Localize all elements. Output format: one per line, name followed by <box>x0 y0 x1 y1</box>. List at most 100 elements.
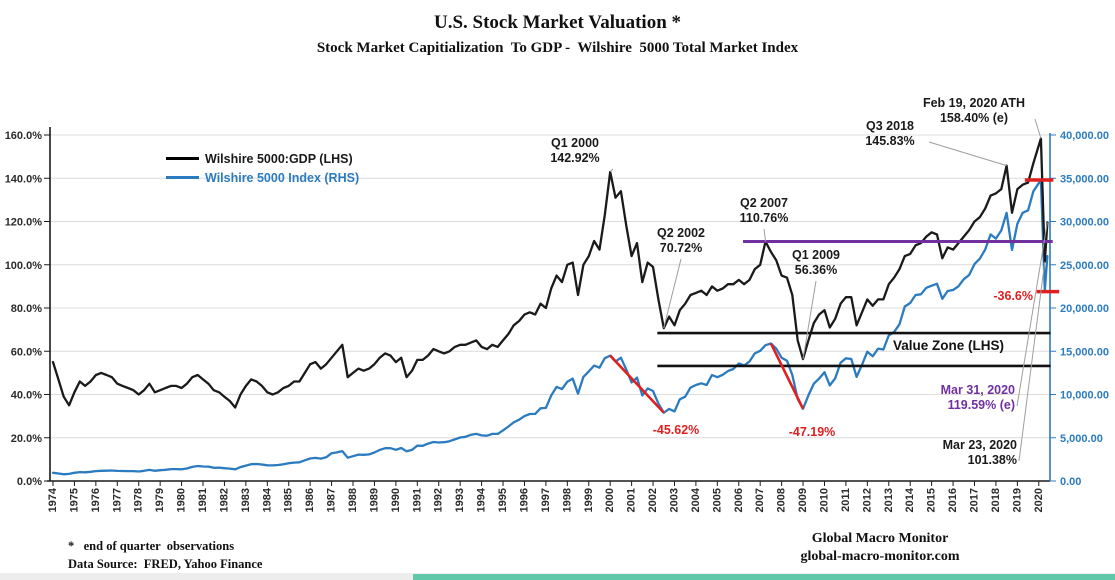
x-axis-year-label: 1995 <box>497 488 509 512</box>
x-axis-year-label: 2007 <box>754 488 766 512</box>
x-axis-year-label: 1998 <box>561 488 573 512</box>
x-axis-year-label: 1997 <box>540 488 552 512</box>
annotation-line: -47.19% <box>788 425 836 439</box>
x-axis-year-label: 2002 <box>647 488 659 512</box>
x-axis-year-label: 1977 <box>111 488 123 512</box>
x-axis-year-label: 2001 <box>626 488 638 512</box>
annotation-line: Mar 31, 2020 <box>940 383 1015 397</box>
leader-line-mar-23-2020 <box>1018 261 1046 462</box>
brand-url: global-macro-monitor.com <box>800 549 960 564</box>
y-axis-left-tick-label: 80.0% <box>11 303 42 315</box>
x-axis-year-label: 2011 <box>840 488 852 512</box>
wilshire-gdp-line <box>51 137 1049 409</box>
footnote-data-source: Data Source: FRED, Yahoo Finance <box>68 557 263 571</box>
x-axis-year-label: 2010 <box>818 488 830 512</box>
annotation-line: 110.76% <box>739 211 789 225</box>
x-axis-year-label: 1996 <box>518 488 530 512</box>
leader-line-q3-2018 <box>928 141 1007 167</box>
legend: Wilshire 5000:GDP (LHS) Wilshire 5000 In… <box>166 149 359 187</box>
y-axis-right-tick-label: 30,000.00 <box>1060 217 1109 229</box>
x-axis-year-label: 2004 <box>690 487 702 512</box>
leader-line-q1-2009 <box>802 280 817 360</box>
x-axis-year-label: 1991 <box>411 488 423 512</box>
x-axis-year-label: 2003 <box>668 488 680 512</box>
annotation-q2-2002: Q2 2002 70.72% <box>646 226 716 256</box>
x-axis-year-label: 2018 <box>990 488 1002 512</box>
x-axis-year-label: 1989 <box>368 488 380 512</box>
x-axis-year-label: 2005 <box>711 488 723 512</box>
footnote-end-of-quarter: * end of quarter observations <box>68 539 235 553</box>
y-axis-right-tick-label: 25,000.00 <box>1060 260 1109 272</box>
y-axis-left-tick-label: 40.0% <box>11 390 42 402</box>
y-axis-left-tick-label: 140.0% <box>5 173 43 185</box>
annotation-line: Q2 2007 <box>740 196 788 210</box>
y-axis-right-tick-label: 20,000.00 <box>1060 303 1109 315</box>
y-axis-right-tick-label: 5,000.00 <box>1060 433 1103 445</box>
x-axis-year-label: 2019 <box>1011 488 1023 512</box>
x-axis-year-label: 2014 <box>904 487 916 512</box>
gfc-drawdown <box>769 342 805 410</box>
annotation-line: 142.92% <box>550 151 600 165</box>
x-axis-year-label: 1974 <box>47 487 59 512</box>
annotation-q2-2007: Q2 2007 110.76% <box>725 196 803 226</box>
x-axis-year-label: 1986 <box>304 488 316 512</box>
x-axis-year-label: 1984 <box>261 487 273 512</box>
annotation-line: 101.38% <box>967 453 1017 467</box>
leader-line-q2-2007 <box>763 228 767 242</box>
leader-line-q1-2000 <box>609 168 614 173</box>
x-axis-year-label: 2009 <box>797 488 809 512</box>
legend-label-wilshire-gdp: Wilshire 5000:GDP (LHS) <box>205 151 353 166</box>
x-axis-year-label: 1981 <box>197 488 209 512</box>
annotation-q3-2018: Q3 2018 145.83% <box>853 119 927 149</box>
legend-item-wilshire-gdp: Wilshire 5000:GDP (LHS) <box>166 149 359 168</box>
x-axis-year-label: 1980 <box>176 488 188 512</box>
x-axis-year-label: 2006 <box>733 488 745 512</box>
y-axis-left-tick-label: 60.0% <box>11 346 42 358</box>
annotation-line: 56.36% <box>794 263 838 277</box>
x-axis-year-label: 1992 <box>433 488 445 512</box>
x-axis-year-label: 2017 <box>968 488 980 512</box>
annotation-line: 70.72% <box>659 241 703 255</box>
x-axis-year-label: 2012 <box>861 488 873 512</box>
legend-black-line-swatch <box>166 157 199 160</box>
annotation-mar-23-2020: Mar 23, 2020 101.38% <box>930 438 1017 468</box>
brand-name: Global Macro Monitor <box>811 531 949 546</box>
legend-item-wilshire-index: Wilshire 5000 Index (RHS) <box>166 168 359 187</box>
annotation-line: 158.40% (e) <box>939 111 1009 125</box>
x-axis-year-label: 2016 <box>947 488 959 512</box>
annotation-line: Feb 19, 2020 ATH <box>922 96 1026 110</box>
annotation-line: Q1 2009 <box>792 248 840 262</box>
y-axis-left-tick-label: 120.0% <box>5 217 43 229</box>
y-axis-right-tick-label: 10,000.00 <box>1060 390 1109 402</box>
annotation-line: 145.83% <box>865 134 915 148</box>
annotation-line: Q1 2000 <box>551 136 599 150</box>
y-axis-left-tick-label: 0.0% <box>17 476 42 488</box>
annotation-drawdown-2009-label: -47.19% <box>777 425 847 440</box>
annotation-line: Q3 2018 <box>866 119 914 133</box>
annotation-q1-2000: Q1 2000 142.92% <box>531 136 619 166</box>
annotation-line: 119.59% (e) <box>947 398 1015 412</box>
x-axis-year-label: 1999 <box>583 488 595 512</box>
annotation-line: Mar 23, 2020 <box>942 438 1017 452</box>
value-zone-label: Value Zone (LHS) <box>893 338 1005 353</box>
annotation-mar-31-2020: Mar 31, 2020 119.59% (e) <box>905 383 1015 413</box>
bottom-progress-strip <box>413 574 1115 580</box>
y-axis-right-tick-label: 0.00 <box>1060 476 1081 488</box>
y-axis-right-tick-label: 35,000.00 <box>1060 173 1109 185</box>
x-axis-year-label: 1990 <box>390 488 402 512</box>
annotation-q1-2009: Q1 2009 56.36% <box>781 248 851 278</box>
x-axis-year-label: 2020 <box>1033 488 1045 512</box>
wilshire-index-line <box>51 178 1049 476</box>
annotation-drawdown-2002-label: -45.62% <box>641 423 711 438</box>
legend-blue-line-swatch <box>166 176 199 179</box>
x-axis-year-label: 1979 <box>154 488 166 512</box>
annotation-line: -45.62% <box>652 423 700 437</box>
annotation-line: -36.6% <box>993 289 1033 303</box>
leader-line-mar-31-2020 <box>1016 222 1048 407</box>
x-axis-year-label: 1993 <box>454 488 466 512</box>
x-axis-year-label: 1987 <box>326 488 338 512</box>
x-axis-year-label: 1985 <box>283 488 295 512</box>
legend-label-wilshire-index: Wilshire 5000 Index (RHS) <box>205 170 360 185</box>
